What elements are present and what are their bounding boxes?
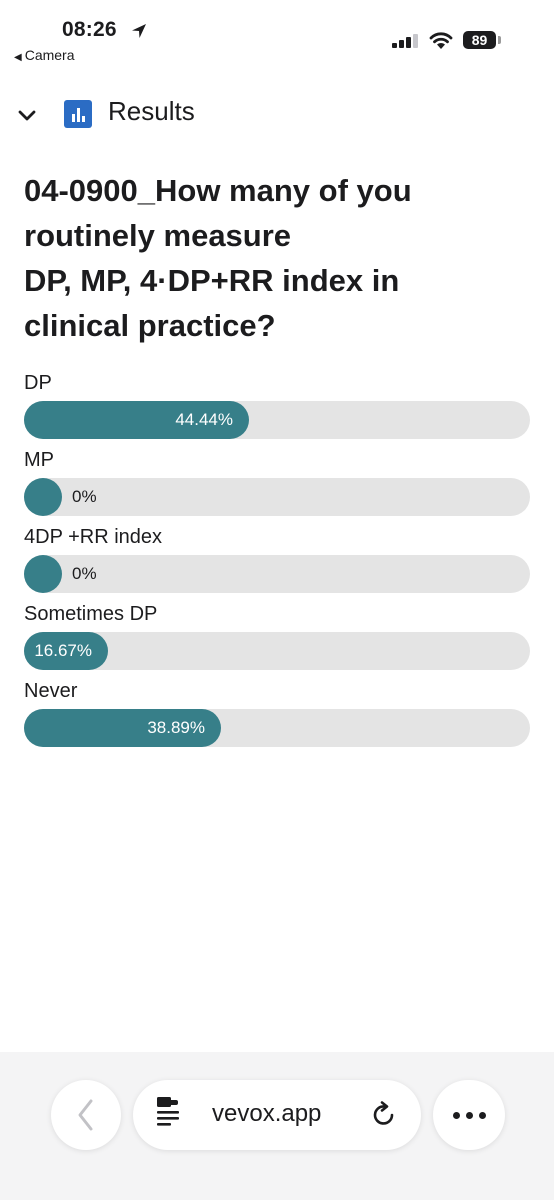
option-label: Never	[24, 680, 78, 702]
result-bar-track: 16.67%	[24, 632, 530, 670]
back-app-label: Camera	[24, 47, 75, 63]
reader-icon[interactable]	[155, 1094, 185, 1134]
url-text: vevox.app	[212, 1100, 322, 1127]
question-line: 04-0900_How many of you	[24, 173, 412, 208]
result-bar-track: 0%	[24, 555, 530, 593]
result-bar-fill	[24, 401, 249, 439]
result-percent: 0%	[72, 564, 97, 583]
result-bar-track: 44.44%	[24, 401, 530, 439]
result-option: MP 0%	[24, 447, 530, 524]
chevron-down-icon[interactable]	[16, 104, 38, 126]
result-option: 4DP +RR index 0%	[24, 524, 530, 601]
question-line: routinely measure	[24, 218, 292, 253]
option-label: MP	[24, 449, 54, 471]
result-percent: 44.44%	[175, 410, 233, 429]
bar-chart-icon	[64, 100, 92, 128]
option-label: DP	[24, 372, 52, 394]
question-title: 04-0900_How many of you routinely measur…	[24, 168, 524, 348]
result-bar-fill	[24, 478, 62, 516]
result-option: Sometimes DP 16.67%	[24, 601, 530, 678]
address-bar[interactable]: vevox.app	[133, 1080, 421, 1150]
results-list: DP 44.44% MP 0% 4DP +RR index 0% Sometim…	[24, 370, 530, 755]
more-button[interactable]	[433, 1080, 505, 1150]
back-to-camera-link[interactable]: ◀ Camera	[14, 47, 75, 63]
question-line: DP, MP, 4·DP+RR index in	[24, 263, 400, 298]
location-arrow-icon	[132, 24, 146, 38]
result-bar-fill	[24, 632, 108, 670]
battery-icon: 89	[463, 31, 496, 49]
back-triangle-icon: ◀	[14, 52, 22, 63]
option-label: Sometimes DP	[24, 603, 158, 625]
option-label: 4DP +RR index	[24, 526, 163, 548]
question-line: clinical practice?	[24, 308, 276, 343]
wifi-icon	[429, 32, 453, 49]
result-option: DP 44.44%	[24, 370, 530, 447]
result-percent: 38.89%	[147, 718, 205, 737]
battery-nub	[498, 36, 501, 44]
reload-icon[interactable]	[369, 1100, 399, 1130]
result-percent: 16.67%	[34, 641, 92, 660]
signal-icon	[392, 34, 418, 48]
result-option: Never 38.89%	[24, 678, 530, 755]
results-title: Results	[108, 96, 195, 126]
status-time: 08:26	[62, 18, 117, 41]
back-button[interactable]	[51, 1080, 121, 1150]
result-bar-fill	[24, 555, 62, 593]
result-percent: 0%	[72, 487, 97, 506]
result-bar-track: 38.89%	[24, 709, 530, 747]
result-bar-track: 0%	[24, 478, 530, 516]
result-bar-fill	[24, 709, 221, 747]
back-arrow-icon	[78, 1099, 93, 1131]
